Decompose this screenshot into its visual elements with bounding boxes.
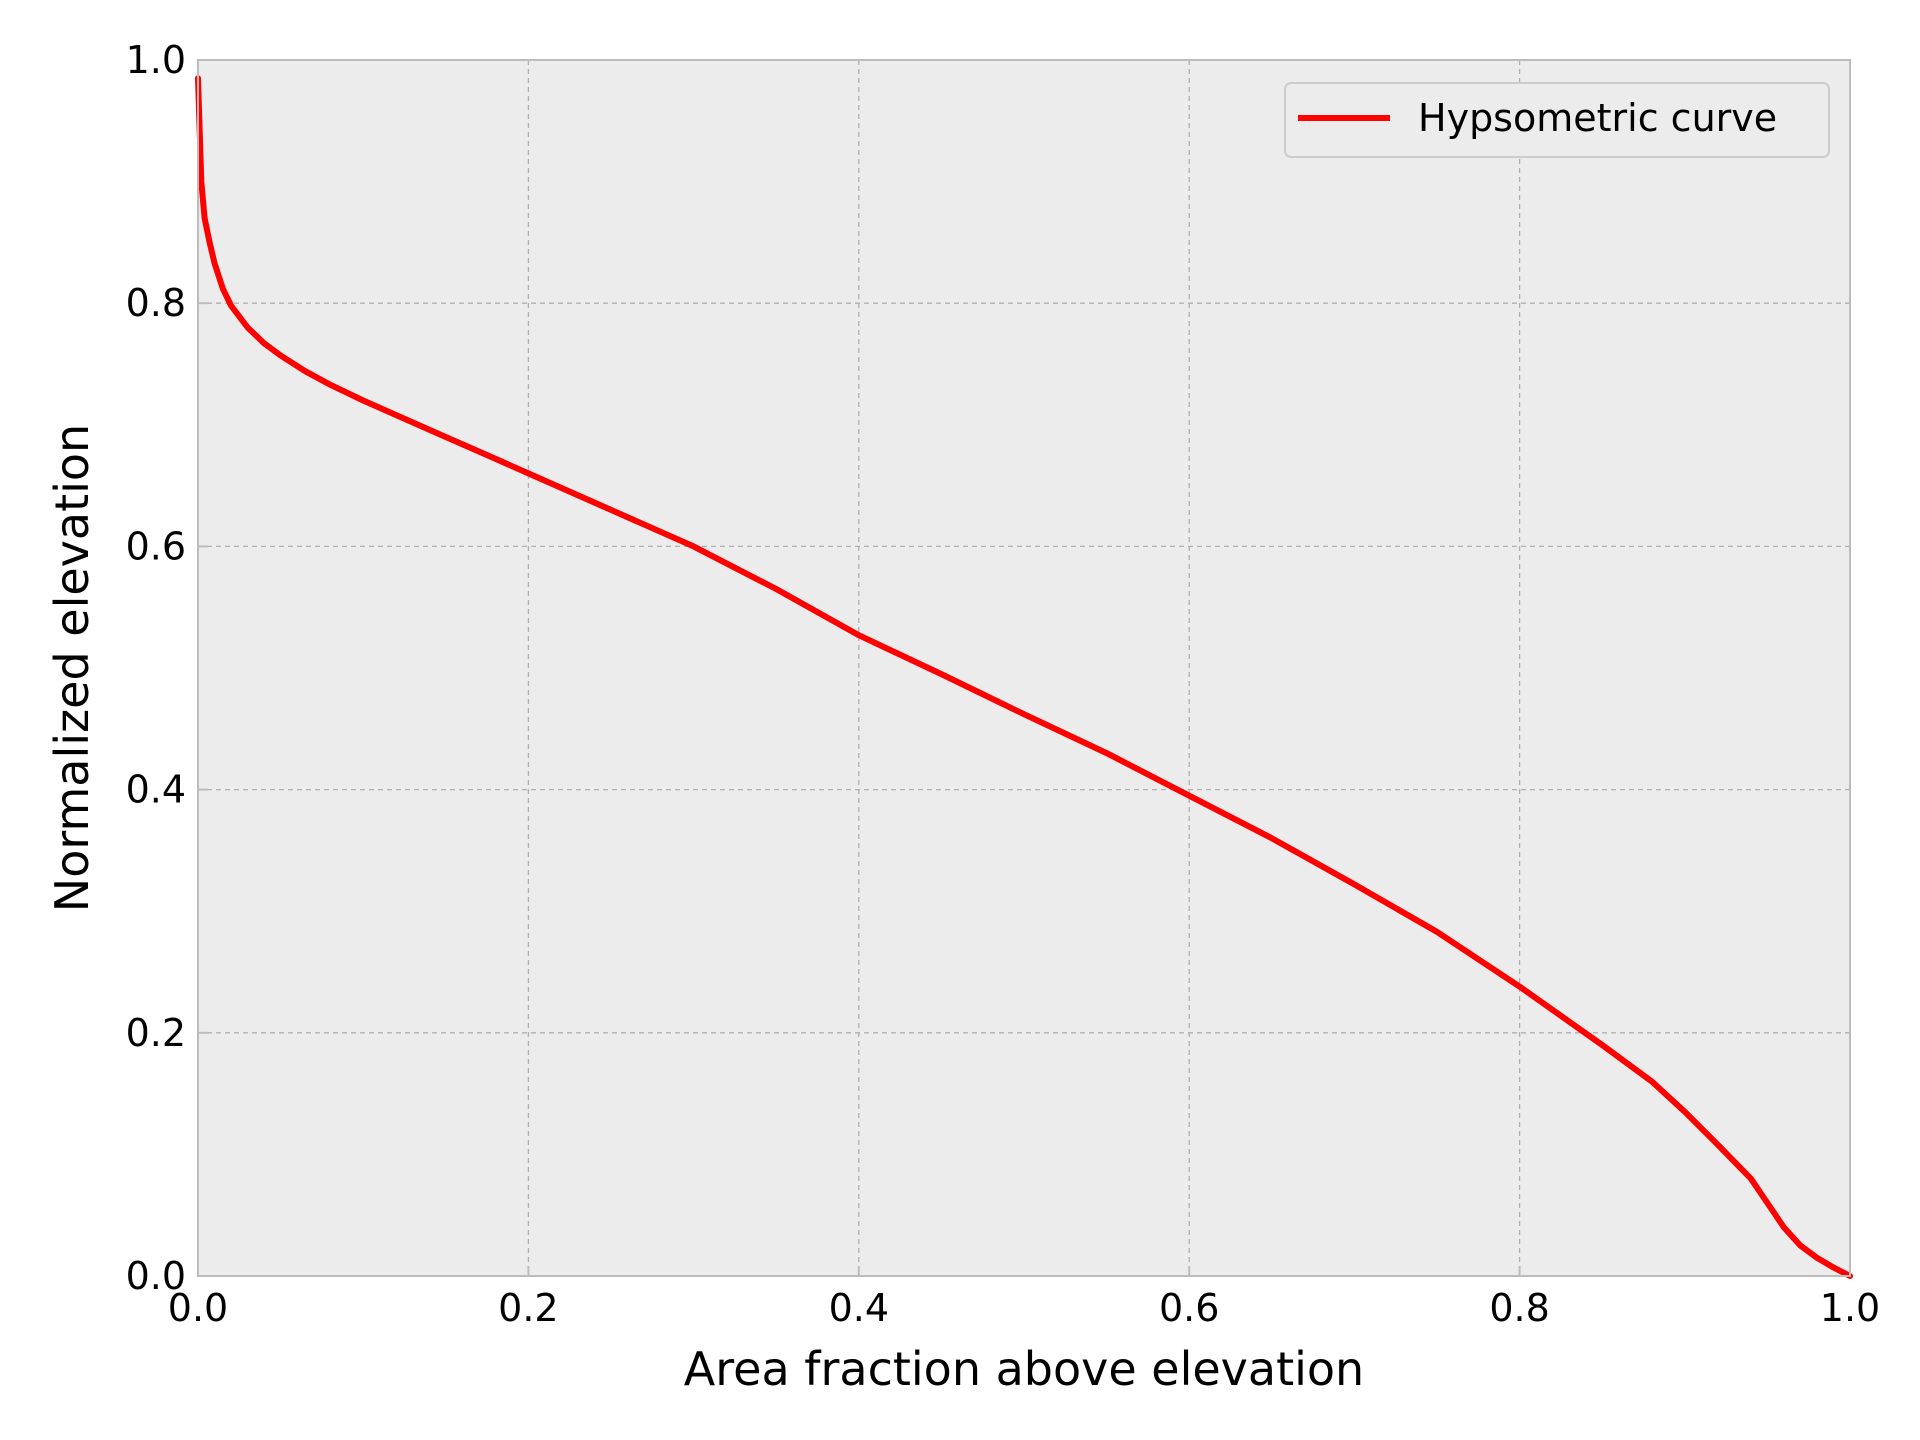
x-tick-label: 1.0 (1820, 1286, 1880, 1330)
x-tick-label: 0.4 (829, 1286, 889, 1330)
x-tick-label: 0.2 (498, 1286, 558, 1330)
x-tick-label: 0.0 (168, 1286, 228, 1330)
hypsometric-curve-line (195, 75, 1853, 1279)
x-axis-label: Area fraction above elevation (684, 1342, 1364, 1396)
y-tick-label: 0.8 (126, 281, 186, 325)
y-tick-label: 1.0 (126, 38, 186, 82)
y-tick-label: 0.0 (126, 1254, 186, 1298)
legend: Hypsometric curve (1284, 82, 1830, 158)
legend-label: Hypsometric curve (1418, 96, 1777, 140)
y-tick-label: 0.4 (126, 768, 186, 812)
legend-box (1284, 82, 1830, 158)
x-tick-label: 0.8 (1489, 1286, 1549, 1330)
y-tick-label: 0.6 (126, 524, 186, 568)
plot-frame (197, 59, 1851, 1277)
x-tick-label: 0.6 (1159, 1286, 1219, 1330)
y-axis-label: Normalized elevation (45, 424, 99, 912)
plot-area (198, 60, 1850, 1276)
grid (198, 60, 1850, 1276)
y-ticks: 0.0 0.2 0.4 0.6 0.8 1.0 (126, 38, 208, 1298)
y-tick-label: 0.2 (126, 1011, 186, 1055)
